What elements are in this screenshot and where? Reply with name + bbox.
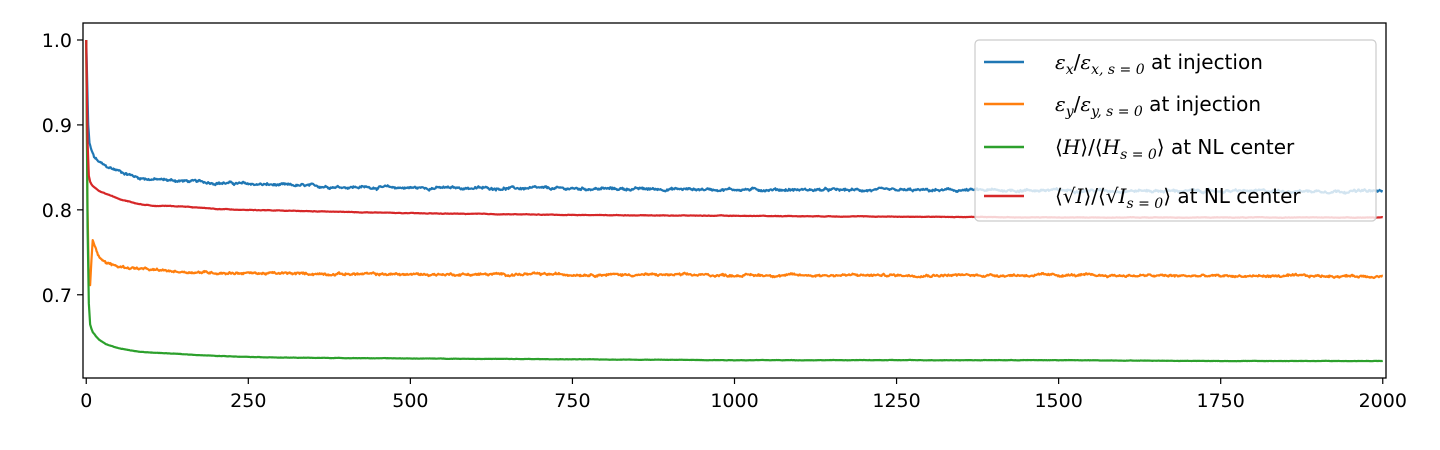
x-tick-label: 1750: [1197, 390, 1245, 412]
legend-entry-2: εy/εy, s = 0 at injection: [1055, 92, 1261, 120]
y-tick-label: 0.8: [42, 200, 72, 222]
x-tick-label: 1000: [710, 390, 758, 412]
y-axis: 0.7 0.8 0.9 1.0: [42, 30, 83, 307]
y-tick-label: 1.0: [42, 30, 72, 52]
y-tick-label: 0.7: [42, 285, 72, 307]
x-tick-label: 1500: [1034, 390, 1082, 412]
y-tick-label: 0.9: [42, 115, 72, 137]
legend: εx/εx, s = 0 at injection εy/εy, s = 0 at…: [974, 39, 1377, 222]
x-tick-label: 750: [554, 390, 590, 412]
legend-box: [974, 39, 1377, 222]
series-line-2: [85, 39, 1384, 287]
series-line-3: [85, 39, 1384, 363]
legend-entry-3: ⟨H⟩/⟨Hs = 0⟩ at NL center: [1055, 135, 1295, 163]
x-tick-label: 2000: [1359, 390, 1407, 412]
x-axis: 0 250 500 750 1000 1250 1500 1750 2000: [80, 378, 1407, 412]
legend-entry-1: εx/εx, s = 0 at injection: [1055, 50, 1263, 78]
x-tick-label: 500: [392, 390, 428, 412]
x-tick-label: 0: [80, 390, 92, 412]
legend-entry-4: ⟨√I⟩/⟨√Is = 0⟩ at NL center: [1055, 184, 1301, 212]
x-tick-label: 250: [230, 390, 266, 412]
x-tick-label: 1250: [872, 390, 920, 412]
